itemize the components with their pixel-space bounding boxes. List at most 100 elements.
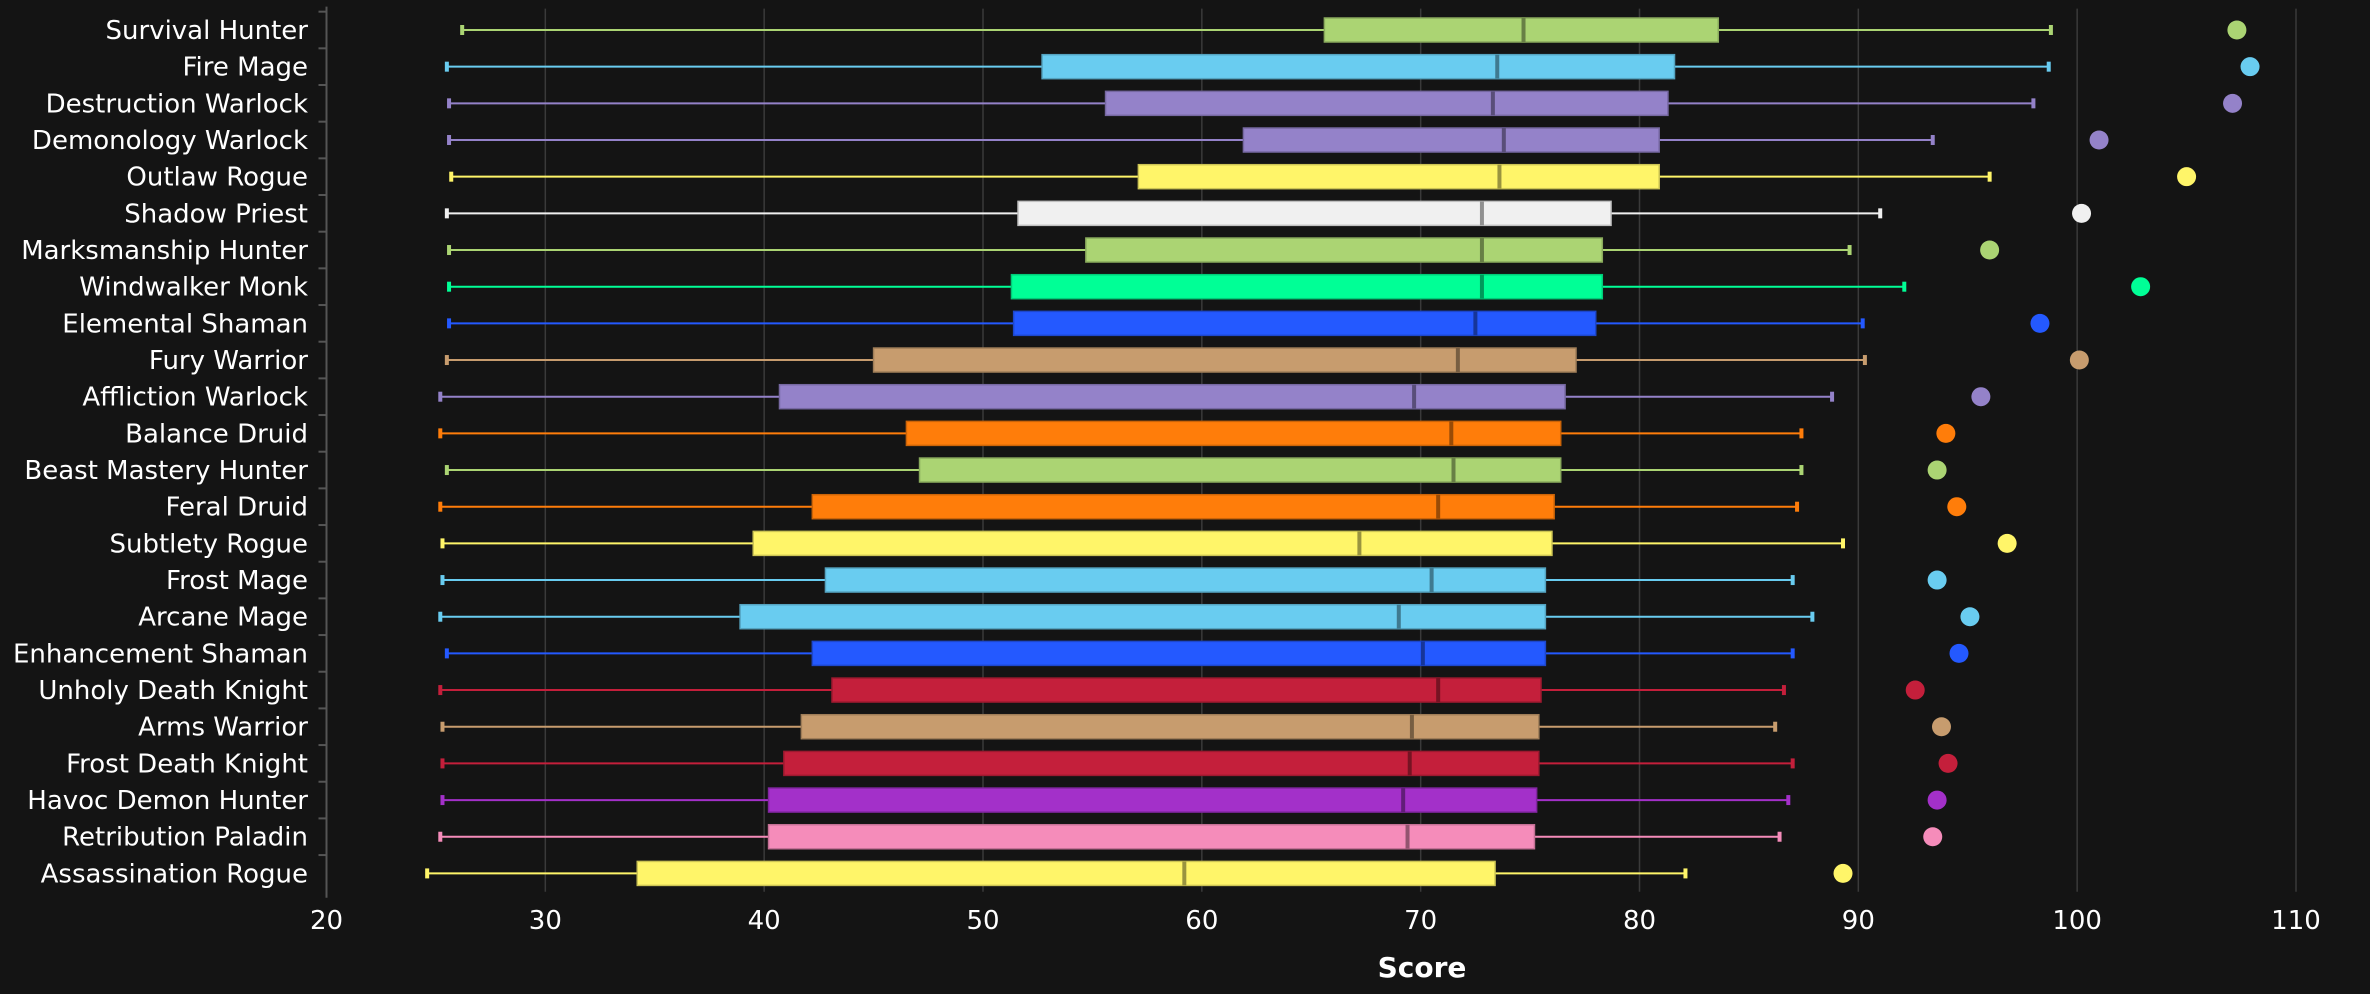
- top-score-point: [2030, 313, 2050, 333]
- iqr-box: [800, 713, 1540, 740]
- top-score-point: [1833, 863, 1853, 883]
- iqr-box: [1085, 237, 1604, 263]
- iqr-box: [1137, 163, 1660, 190]
- box-enhancement-shaman: [444, 640, 1969, 667]
- box-frost-death-knight: [440, 750, 1958, 777]
- iqr-box: [752, 530, 1553, 557]
- x-tick-label: 80: [1623, 906, 1656, 936]
- box-marksmanship-hunter: [447, 237, 2000, 263]
- y-category-label: Windwalker Monk: [79, 273, 308, 303]
- y-category-label: Unholy Death Knight: [38, 676, 308, 706]
- iqr-box: [1041, 53, 1676, 80]
- y-category-label: Fire Mage: [182, 53, 308, 83]
- box-fire-mage: [444, 53, 2260, 80]
- box-havoc-demon-hunter: [440, 787, 1947, 813]
- iqr-box: [1323, 17, 1720, 43]
- iqr-box: [1104, 90, 1669, 117]
- y-category-label: Affliction Warlock: [82, 383, 308, 413]
- x-tick-label: 20: [310, 906, 343, 936]
- top-score-point: [1927, 790, 1947, 810]
- iqr-box: [783, 750, 1540, 777]
- y-category-label: Elemental Shaman: [62, 309, 308, 339]
- box-shadow-priest: [444, 200, 2092, 227]
- box-retribution-paladin: [438, 823, 1943, 850]
- x-tick-label: 110: [2271, 906, 2321, 936]
- y-category-label: Destruction Warlock: [46, 89, 308, 119]
- iqr-box: [767, 823, 1536, 850]
- top-score-point: [1927, 460, 1947, 480]
- box-arms-warrior: [440, 713, 1951, 740]
- box-arcane-mage: [438, 603, 1980, 630]
- top-score-point: [1980, 240, 2000, 260]
- box-affliction-warlock: [438, 383, 1991, 410]
- y-category-label: Balance Druid: [125, 419, 308, 449]
- iqr-box: [778, 383, 1566, 410]
- y-category-label: Marksmanship Hunter: [21, 236, 308, 266]
- y-category-label: Retribution Paladin: [62, 823, 308, 853]
- top-score-point: [1938, 753, 1958, 773]
- y-category-label: Enhancement Shaman: [13, 639, 308, 669]
- box-frost-mage: [440, 567, 1947, 593]
- iqr-box: [1242, 127, 1660, 153]
- iqr-box: [811, 640, 1547, 667]
- top-score-point: [1923, 827, 1943, 847]
- box-fury-warrior: [444, 347, 2089, 373]
- iqr-box: [824, 567, 1547, 593]
- x-tick-label: 60: [1185, 906, 1218, 936]
- box-subtlety-rogue: [440, 530, 2017, 557]
- y-category-label: Outlaw Rogue: [126, 163, 308, 193]
- grid-lines: [544, 8, 2297, 892]
- y-category-label: Feral Druid: [165, 493, 308, 523]
- iqr-box: [872, 347, 1577, 373]
- boxes: [425, 17, 2260, 887]
- y-category-label: Survival Hunter: [106, 16, 309, 46]
- box-assassination-rogue: [425, 860, 1853, 887]
- y-category-label: Assassination Rogue: [41, 859, 308, 889]
- iqr-box: [918, 457, 1562, 483]
- y-category-label: Subtlety Rogue: [109, 529, 308, 559]
- top-score-point: [1936, 423, 1956, 443]
- iqr-box: [767, 787, 1538, 813]
- y-category-label: Beast Mastery Hunter: [24, 456, 308, 486]
- box-demonology-warlock: [447, 127, 2109, 153]
- top-score-point: [2069, 350, 2089, 370]
- top-score-point: [2223, 93, 2243, 113]
- top-score-point: [2240, 57, 2260, 77]
- top-score-point: [1947, 497, 1967, 517]
- y-category-label: Demonology Warlock: [32, 126, 308, 156]
- y-axis: Survival Hunter Fire Mage Destruction Warl…: [13, 6, 328, 898]
- top-score-point: [1905, 680, 1925, 700]
- box-beast-mastery-hunter: [444, 457, 1947, 483]
- y-category-label: Havoc Demon Hunter: [27, 786, 308, 816]
- top-score-point: [2089, 130, 2109, 150]
- top-score-point: [2072, 203, 2092, 223]
- iqr-box: [1010, 273, 1604, 300]
- iqr-box: [831, 677, 1542, 703]
- top-score-point: [1931, 717, 1951, 737]
- top-score-point: [1960, 607, 1980, 627]
- x-axis-title: Score: [1378, 951, 1467, 984]
- y-category-label: Arms Warrior: [138, 713, 308, 743]
- box-feral-druid: [438, 493, 1967, 520]
- box-windwalker-monk: [447, 273, 2151, 300]
- top-score-point: [1971, 387, 1991, 407]
- box-elemental-shaman: [447, 310, 2050, 337]
- iqr-box: [1012, 310, 1597, 337]
- box-destruction-warlock: [447, 90, 2243, 117]
- iqr-box: [1017, 200, 1612, 227]
- x-axis: 20 30 40 50 60 70 80 90 100 110: [310, 906, 2321, 936]
- box-outlaw-rogue: [449, 163, 2197, 190]
- y-category-label: Shadow Priest: [124, 199, 308, 229]
- x-tick-label: 90: [1842, 906, 1875, 936]
- top-score-point: [2227, 20, 2247, 40]
- box-survival-hunter: [460, 17, 2247, 43]
- y-category-label: Arcane Mage: [138, 603, 308, 633]
- top-score-point: [1997, 533, 2017, 553]
- y-category-label: Frost Death Knight: [66, 749, 308, 779]
- top-score-point: [2177, 167, 2197, 187]
- iqr-box: [739, 603, 1547, 630]
- x-tick-label: 50: [966, 906, 999, 936]
- iqr-box: [905, 420, 1562, 447]
- x-tick-label: 70: [1404, 906, 1437, 936]
